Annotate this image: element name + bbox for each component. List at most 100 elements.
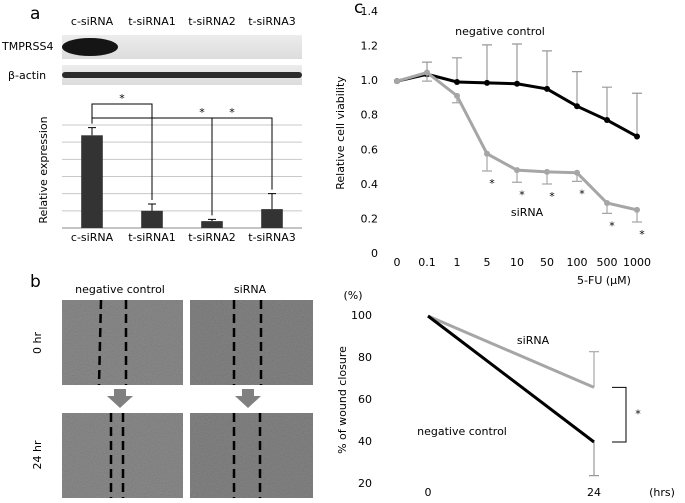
error-bar [512, 43, 522, 84]
point [634, 133, 640, 140]
point [604, 117, 610, 124]
arrow [235, 389, 261, 408]
micrograph [190, 300, 313, 385]
error-bar [542, 50, 552, 89]
lane-label: t-siRNA3 [248, 15, 295, 28]
series-label: negative control [417, 425, 507, 438]
error-bar [632, 92, 642, 137]
x-tick-label: 0 [394, 256, 401, 269]
error-bar [208, 218, 216, 222]
significance-bracket [612, 386, 627, 443]
error-bar [482, 44, 492, 83]
x-tick-label: 0.1 [418, 256, 436, 269]
row-label: 24 hr [31, 440, 44, 469]
panel-label: b [30, 272, 41, 292]
bar [261, 209, 283, 228]
y-tick-label: 0.8 [361, 109, 379, 122]
point [574, 103, 580, 110]
point [424, 69, 430, 76]
column-label: negative control [75, 283, 165, 296]
significance-label: * [119, 92, 125, 105]
y-axis-label: Relative cell viability [334, 76, 347, 190]
y-tick-label: 0 [371, 247, 378, 260]
y-axis-label: % of wound closure [336, 346, 349, 454]
significance-label: * [199, 106, 205, 119]
x-tick-label: t-siRNA1 [128, 231, 175, 244]
y-tick-label: 1.2 [361, 40, 379, 53]
error-bar [589, 351, 599, 388]
y-tick-label: 0.6 [361, 143, 379, 156]
x-axis-label: (hrs) [649, 486, 675, 499]
arrow [107, 389, 133, 408]
significance-label: * [579, 187, 585, 200]
x-tick-label: 1000 [623, 256, 651, 269]
significance-label: * [229, 106, 235, 119]
x-tick-label: 24 [587, 486, 601, 499]
blot-band [62, 38, 118, 56]
x-axis-label: 5-FU (μM) [577, 274, 631, 287]
point [514, 167, 520, 174]
blot-band [62, 72, 302, 78]
panel-label: a [30, 4, 40, 24]
significance-label: * [639, 228, 645, 241]
significance-label: * [549, 190, 555, 203]
y-tick-label: 80 [358, 351, 372, 364]
x-tick-label: 0 [425, 486, 432, 499]
x-tick-label: 50 [540, 256, 554, 269]
column-label: siRNA [234, 283, 267, 296]
series-label: siRNA [511, 206, 544, 219]
significance-label: * [635, 408, 641, 421]
point [484, 79, 490, 86]
point [544, 85, 550, 92]
lane-label: t-siRNA2 [188, 15, 235, 28]
x-tick-label: 10 [510, 256, 524, 269]
significance-label: * [609, 219, 615, 232]
y-axis-unit: (%) [343, 289, 362, 302]
blot-row-label: TMPRSS4 [1, 40, 53, 53]
point [454, 79, 460, 86]
micrograph [62, 300, 183, 385]
y-tick-label: 60 [358, 393, 372, 406]
lane-label: c-siRNA [71, 15, 114, 28]
bar [81, 135, 103, 228]
y-tick-label: 0.2 [361, 212, 379, 225]
x-tick-label: t-siRNA3 [248, 231, 295, 244]
panel-label: c [354, 0, 363, 18]
error-bar [88, 127, 96, 136]
bar [141, 210, 163, 228]
y-tick-label: 100 [351, 309, 372, 322]
error-bar [602, 86, 612, 121]
series-line [427, 314, 595, 444]
y-tick-label: 1.0 [361, 74, 379, 87]
error-bar [452, 57, 462, 83]
x-tick-label: 5 [484, 256, 491, 269]
error-bar [148, 203, 156, 211]
point [394, 78, 400, 85]
series-label: negative control [455, 25, 545, 38]
x-tick-label: t-siRNA2 [188, 231, 235, 244]
wound-edge [97, 299, 103, 386]
y-axis-label: Relative expression [37, 116, 50, 223]
x-tick-label: 1 [454, 256, 461, 269]
y-tick-label: 40 [358, 435, 372, 448]
wound-images [62, 299, 313, 498]
bar [201, 221, 223, 228]
point [604, 200, 610, 207]
micrograph [190, 413, 313, 498]
series-label: siRNA [517, 334, 550, 347]
significance-label: * [519, 188, 525, 201]
blot-row-label: β-actin [8, 69, 46, 82]
significance-label: * [489, 177, 495, 190]
significance-bracket [91, 104, 273, 216]
point [484, 150, 490, 157]
row-label: 0 hr [31, 332, 44, 354]
x-tick-label: 100 [567, 256, 588, 269]
point [634, 206, 640, 213]
error-bar [589, 442, 599, 477]
point [454, 92, 460, 99]
point [514, 80, 520, 87]
point [544, 168, 550, 175]
x-tick-label: 500 [597, 256, 618, 269]
series-line [427, 314, 595, 389]
